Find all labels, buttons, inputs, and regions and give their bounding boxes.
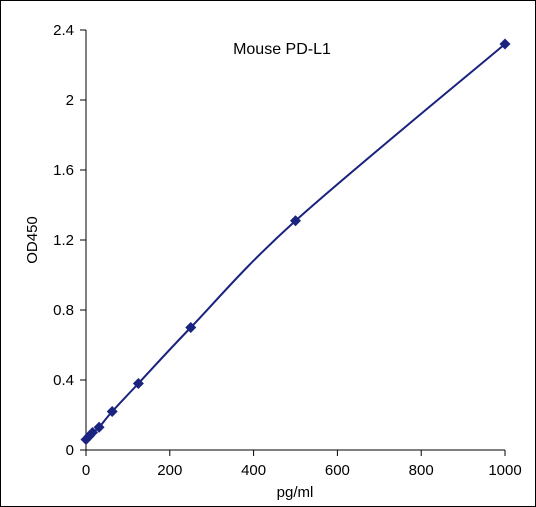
y-tick-label: 0 [66,442,74,459]
data-point-marker [87,427,99,438]
x-tick-label: 600 [325,462,350,479]
data-point-marker [290,215,301,227]
data-point-marker [132,378,144,389]
y-tick-label: 0.4 [53,372,74,389]
y-tick-label: 1.2 [53,232,74,249]
x-tick-label: 400 [241,462,266,479]
y-tick-label: 1.6 [53,162,74,179]
data-point-marker [185,322,197,333]
data-point-marker [499,38,511,50]
y-axis-title: OD450 [24,216,41,264]
x-tick-label: 0 [82,462,90,479]
y-tick-label: 2 [66,92,74,109]
y-tick-label: 2.4 [53,22,74,39]
tick-labels: 0 0.4 0.8 1.2 1.6 2 2.4 0 200 400 600 800 1000 [53,22,522,479]
data-point-marker [106,406,118,417]
y-tick-label: 0.8 [53,302,74,319]
data-points [80,38,511,445]
ticks [80,29,506,456]
x-axis-title: pg/ml [277,484,314,501]
x-tick-label: 800 [409,462,434,479]
x-tick-label: 200 [157,462,182,479]
data-point-marker [93,421,105,433]
chart-title: Mouse PD-L1 [233,41,331,58]
x-tick-label: 1000 [488,462,521,479]
